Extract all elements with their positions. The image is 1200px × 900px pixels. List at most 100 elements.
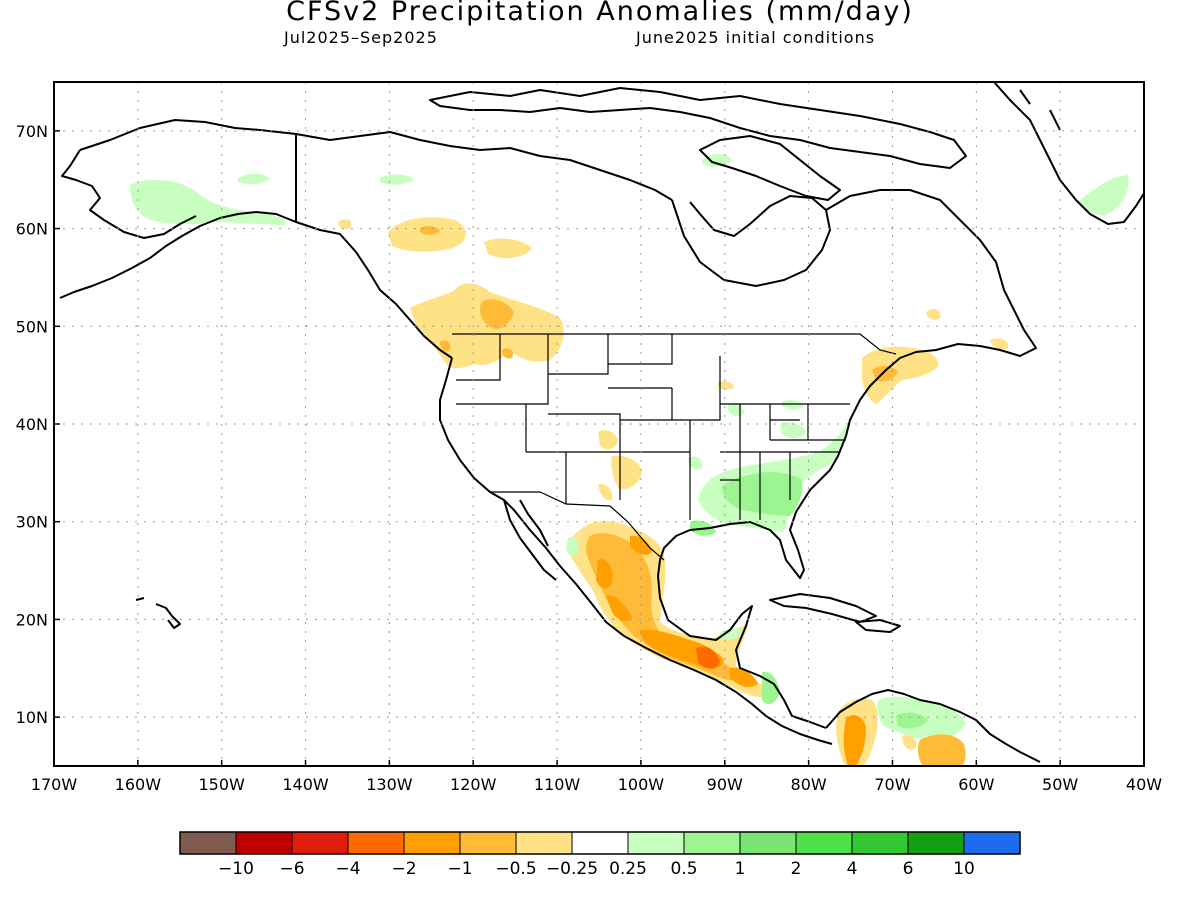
lat-tick-label: 20N — [16, 610, 48, 629]
lat-tick-label: 40N — [16, 415, 48, 434]
colorbar-swatch — [795, 831, 853, 855]
anomaly-wet-sonora — [566, 536, 579, 557]
anomaly-dry-venezuela2 — [902, 734, 917, 750]
forecast-period: Jul2025–Sep2025 — [284, 28, 438, 47]
lon-tick-label: 170W — [31, 775, 78, 794]
anomaly-wet-va — [780, 422, 806, 439]
lat-tick-label: 10N — [16, 708, 48, 727]
anomaly-dry-wa — [440, 340, 451, 352]
anomaly-dry-mexico-mod — [586, 533, 740, 681]
lat-tick-label: 30N — [16, 513, 48, 532]
anomaly-dry-guatemala — [696, 646, 720, 669]
colorbar-label: −4 — [335, 859, 360, 879]
colorbar-label: −0.25 — [546, 859, 598, 879]
anomaly-dry-colombia-mod — [843, 715, 866, 766]
anomaly-dry-mexico-strong2 — [606, 595, 632, 621]
colorbar-label: 10 — [953, 859, 975, 879]
colorbar-label: −1 — [447, 859, 472, 879]
colorbar-label: −10 — [218, 859, 254, 879]
colorbar-swatch — [515, 831, 573, 855]
coast-greenland — [993, 82, 1144, 225]
lat-tick-label: 60N — [16, 220, 48, 239]
anomaly-wet-ne — [782, 399, 804, 410]
colorbar-label: 1 — [735, 859, 746, 879]
anomaly-dry-colorado — [598, 430, 618, 450]
colorbar-swatch — [347, 831, 405, 855]
political-borders — [295, 134, 897, 561]
border-us-canada — [452, 333, 897, 355]
map-title: CFSv2 Precipitation Anomalies (mm/day) — [286, 0, 914, 27]
anomaly-wet-midwest — [688, 456, 703, 470]
gridlines — [54, 82, 1144, 766]
anomaly-wet-alaska-n — [238, 173, 270, 185]
coast-hispaniola — [855, 619, 901, 633]
lon-tick-label: 80W — [791, 775, 827, 794]
lon-tick-label: 60W — [958, 775, 994, 794]
colorbar-swatch — [851, 831, 909, 855]
coastlines — [59, 82, 1144, 763]
anomaly-dry-mex-north — [630, 535, 652, 555]
lon-tick-label: 100W — [618, 775, 665, 794]
colorbar-swatch — [683, 831, 741, 855]
coast-hawaii — [135, 597, 181, 629]
anomaly-wet-venezuela-mod — [896, 712, 928, 728]
anomaly-dry-pnw-core — [480, 299, 514, 330]
coast-canada-arctic — [295, 131, 673, 201]
anomaly-dry-venezuela — [917, 734, 966, 766]
anomaly-dry-nb — [926, 309, 941, 320]
colorbar-swatch — [459, 831, 517, 855]
colorbar-label: 0.5 — [670, 859, 697, 879]
colorbar-swatch — [627, 831, 685, 855]
lon-tick-label: 110W — [534, 775, 581, 794]
colorbar-swatch — [963, 831, 1021, 855]
anomaly-wet-greenland — [1080, 175, 1129, 216]
colorbar-swatch — [179, 831, 237, 855]
anomaly-dry-mexico-strong — [596, 559, 613, 589]
initial-conditions: June2025 initial conditions — [636, 28, 876, 47]
colorbar-swatch — [403, 831, 461, 855]
border-us-mexico — [490, 491, 665, 561]
lat-tick-label: 70N — [16, 122, 48, 141]
anomaly-dry-montana — [502, 348, 514, 359]
lat-tick-label: 50N — [16, 317, 48, 336]
lon-tick-label: 130W — [366, 775, 413, 794]
anomaly-dry-honduras — [730, 667, 758, 687]
coast-labrador — [657, 189, 1037, 729]
colorbar-label: −0.5 — [495, 859, 536, 879]
anomaly-dry-newengland — [862, 346, 939, 404]
colorbar-label: −6 — [279, 859, 304, 879]
lon-tick-label: 160W — [115, 775, 162, 794]
coast-pacific — [439, 357, 833, 745]
coast-cuba — [769, 593, 877, 623]
anomaly-dry-ns — [990, 338, 1009, 350]
coast-hudson-bay — [671, 195, 831, 287]
anomaly-dry-nwt — [484, 238, 532, 259]
anomaly-dry-nm2 — [598, 483, 613, 501]
colorbar-swatch — [291, 831, 349, 855]
colorbar-frame — [179, 831, 1021, 855]
colorbar-swatch — [235, 831, 293, 855]
colorbar: −10 −6 −4 −2 −1 −0.5 −0.25 0.25 0.5 1 2 4 6 10 — [179, 831, 1021, 879]
lon-tick-label: 50W — [1042, 775, 1078, 794]
colorbar-swatch — [907, 831, 965, 855]
coast-alaska — [59, 119, 453, 359]
colorbar-swatch — [739, 831, 797, 855]
map-content — [54, 82, 1144, 766]
anomaly-dry-nm — [611, 455, 642, 490]
lon-tick-label: 120W — [450, 775, 497, 794]
lon-tick-label: 150W — [199, 775, 246, 794]
coast-arctic-islands — [429, 87, 967, 169]
colorbar-label: −2 — [391, 859, 416, 879]
colorbar-label: 2 — [791, 859, 802, 879]
anomaly-dry-bc — [338, 219, 352, 229]
colorbar-label: 4 — [847, 859, 858, 879]
colorbar-label: 6 — [903, 859, 914, 879]
anomaly-wet-southeast-mod — [722, 472, 803, 516]
map-axes: 170W 160W 150W 140W 130W 120W 110W 100W 90W 80W 70… — [16, 122, 1163, 794]
anomaly-dry-great-lakes — [718, 381, 734, 390]
border-states — [456, 334, 850, 520]
lon-tick-label: 140W — [282, 775, 329, 794]
anomaly-shading — [130, 154, 1129, 766]
lon-tick-label: 40W — [1126, 775, 1162, 794]
